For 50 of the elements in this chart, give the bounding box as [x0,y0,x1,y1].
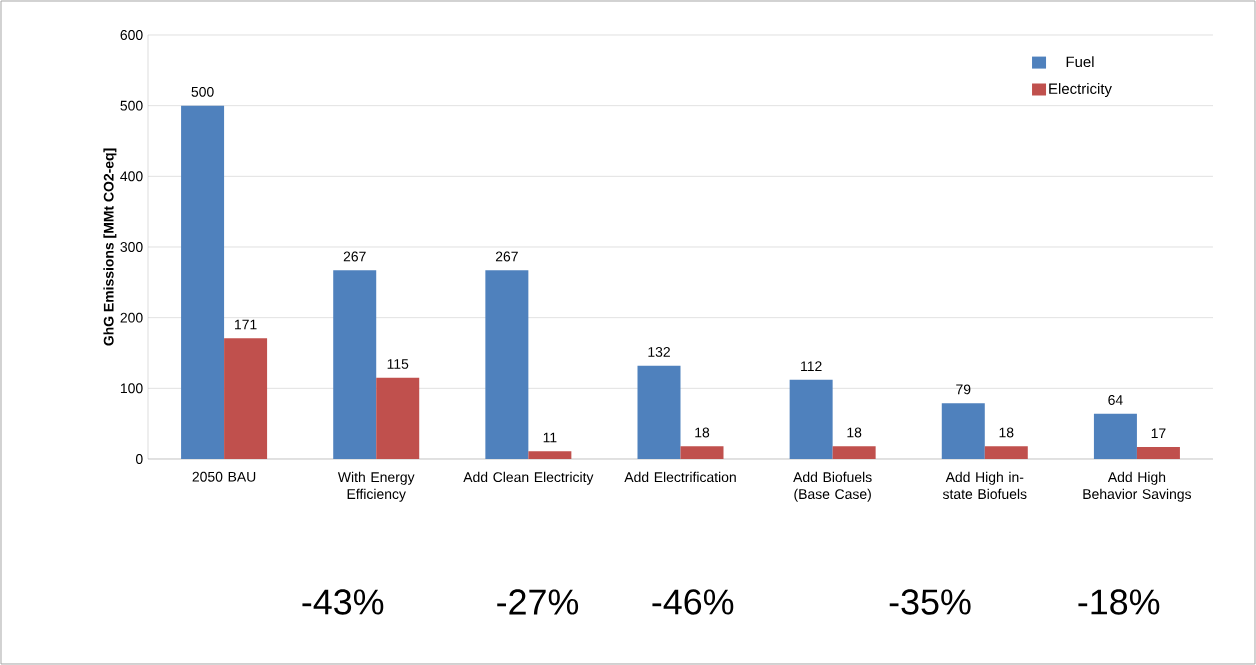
x-tick-label: Add Biofuels (Base Case) [793,471,872,502]
data-label: 18 [695,427,710,438]
data-label: 18 [847,427,862,438]
legend-label: Electricity [1049,83,1112,97]
bar [984,446,1028,459]
x-tick-label: Add Clean Electricity [463,471,594,485]
y-tick-label: 600 [120,30,143,40]
bar [376,377,420,459]
bar [181,105,225,459]
bar [485,270,529,459]
bar [224,338,268,459]
x-tick-label: With Energy Efficiency [337,471,415,502]
x-tick-label: Add Electrification [624,471,736,483]
data-label: 115 [387,359,409,369]
bar [789,379,833,459]
y-tick-label: 500 [120,100,143,111]
text: -35% [889,589,971,615]
data-label: 500 [191,86,214,97]
bar [680,446,724,459]
y-tick-label: 400 [120,171,143,182]
data-label: 17 [1151,428,1166,439]
x-tick-label: Add High Behavior Savings [1083,471,1192,502]
data-label: 267 [495,251,518,262]
data-label: 132 [648,346,670,357]
x-tick-label: 2050 BAU [192,471,256,482]
data-label: 112 [801,361,822,371]
data-label: 64 [1108,395,1123,405]
legend-label: Fuel [1066,56,1094,68]
bar [832,446,876,459]
text: -18% [1078,589,1160,615]
data-label: 11 [543,432,557,443]
bar [637,365,681,459]
y-tick-label: 100 [120,383,143,394]
data-label: 79 [956,384,971,395]
text: -46% [652,589,734,615]
x-tick-label: Add High in-state Biofuels [942,471,1027,500]
text: -43% [302,589,384,615]
y-tick-label: 0 [135,454,143,464]
bar [1093,413,1137,459]
bar [528,451,572,459]
bar [1136,446,1180,459]
y-axis-title: GhG Emissions [MMt CO2-eq] [103,148,117,346]
y-tick-label: 200 [120,312,143,323]
text: -27% [497,589,579,615]
bar [333,270,377,459]
data-label: 18 [999,427,1014,438]
bar [941,403,985,459]
data-label: 267 [343,251,366,262]
data-label: 171 [235,319,257,330]
y-tick-label: 300 [120,242,143,252]
